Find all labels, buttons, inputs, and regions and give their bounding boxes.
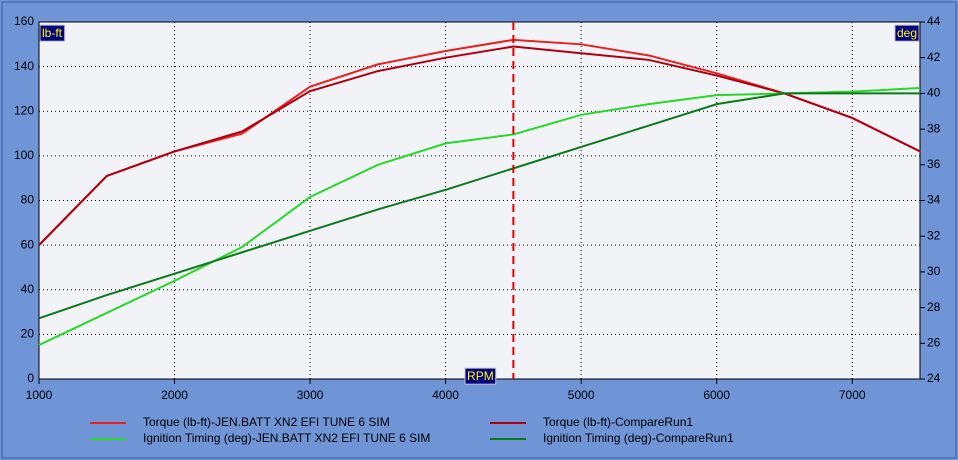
series-line	[38, 45, 921, 246]
y2-tick-label: 30	[927, 264, 941, 278]
series-line	[38, 87, 921, 346]
x-tick-label: 5000	[568, 388, 595, 402]
y-tick-label: 100	[14, 148, 34, 162]
y2-tick-label: 32	[927, 228, 941, 242]
y-tick-label: 60	[21, 237, 35, 251]
x-tick-label: 1000	[26, 388, 53, 402]
y-tick-label: 140	[14, 59, 34, 73]
axis-label-text: deg	[897, 26, 917, 40]
y2-tick-label: 26	[927, 335, 941, 349]
axis-label-text: RPM	[467, 369, 494, 383]
legend-label: Torque (lb-ft)-JEN.BATT XN2 EFI TUNE 6 S…	[143, 415, 390, 429]
legend-label: Torque (lb-ft)-CompareRun1	[543, 415, 693, 429]
x-tick-label: 7000	[839, 388, 866, 402]
y-tick-label: 120	[14, 103, 34, 117]
axis-label-bg	[39, 24, 66, 42]
axis-label-bg	[464, 367, 497, 385]
y-tick-label: 80	[21, 193, 35, 207]
y-tick-label: 0	[27, 371, 34, 385]
y2-tick-label: 24	[927, 371, 941, 385]
y2-tick-label: 34	[927, 193, 941, 207]
y2-tick-label: 42	[927, 50, 941, 64]
x-tick-label: 4000	[432, 388, 459, 402]
x-tick-label: 3000	[297, 388, 324, 402]
axis-label: lb-ft	[39, 24, 66, 42]
y-tick-label: 40	[21, 282, 35, 296]
legend-label: Ignition Timing (deg)-CompareRun1	[543, 431, 734, 445]
y2-tick-label: 40	[927, 86, 941, 100]
x-tick-label: 2000	[161, 388, 188, 402]
axis-label-text: lb-ft	[42, 26, 63, 40]
axis-label: RPM	[464, 367, 497, 385]
series-line	[38, 92, 920, 320]
y2-tick-label: 28	[927, 300, 941, 314]
x-tick-label: 6000	[703, 388, 730, 402]
y2-tick-label: 44	[927, 14, 941, 28]
y-tick-label: 160	[14, 14, 34, 28]
legend-label: Ignition Timing (deg)-JEN.BATT XN2 EFI T…	[143, 431, 430, 445]
axis-label-bg	[894, 24, 920, 42]
y2-tick-label: 36	[927, 157, 941, 171]
y-tick-label: 20	[21, 327, 35, 341]
y2-tick-label: 38	[927, 121, 941, 135]
axis-label: deg	[894, 24, 920, 42]
